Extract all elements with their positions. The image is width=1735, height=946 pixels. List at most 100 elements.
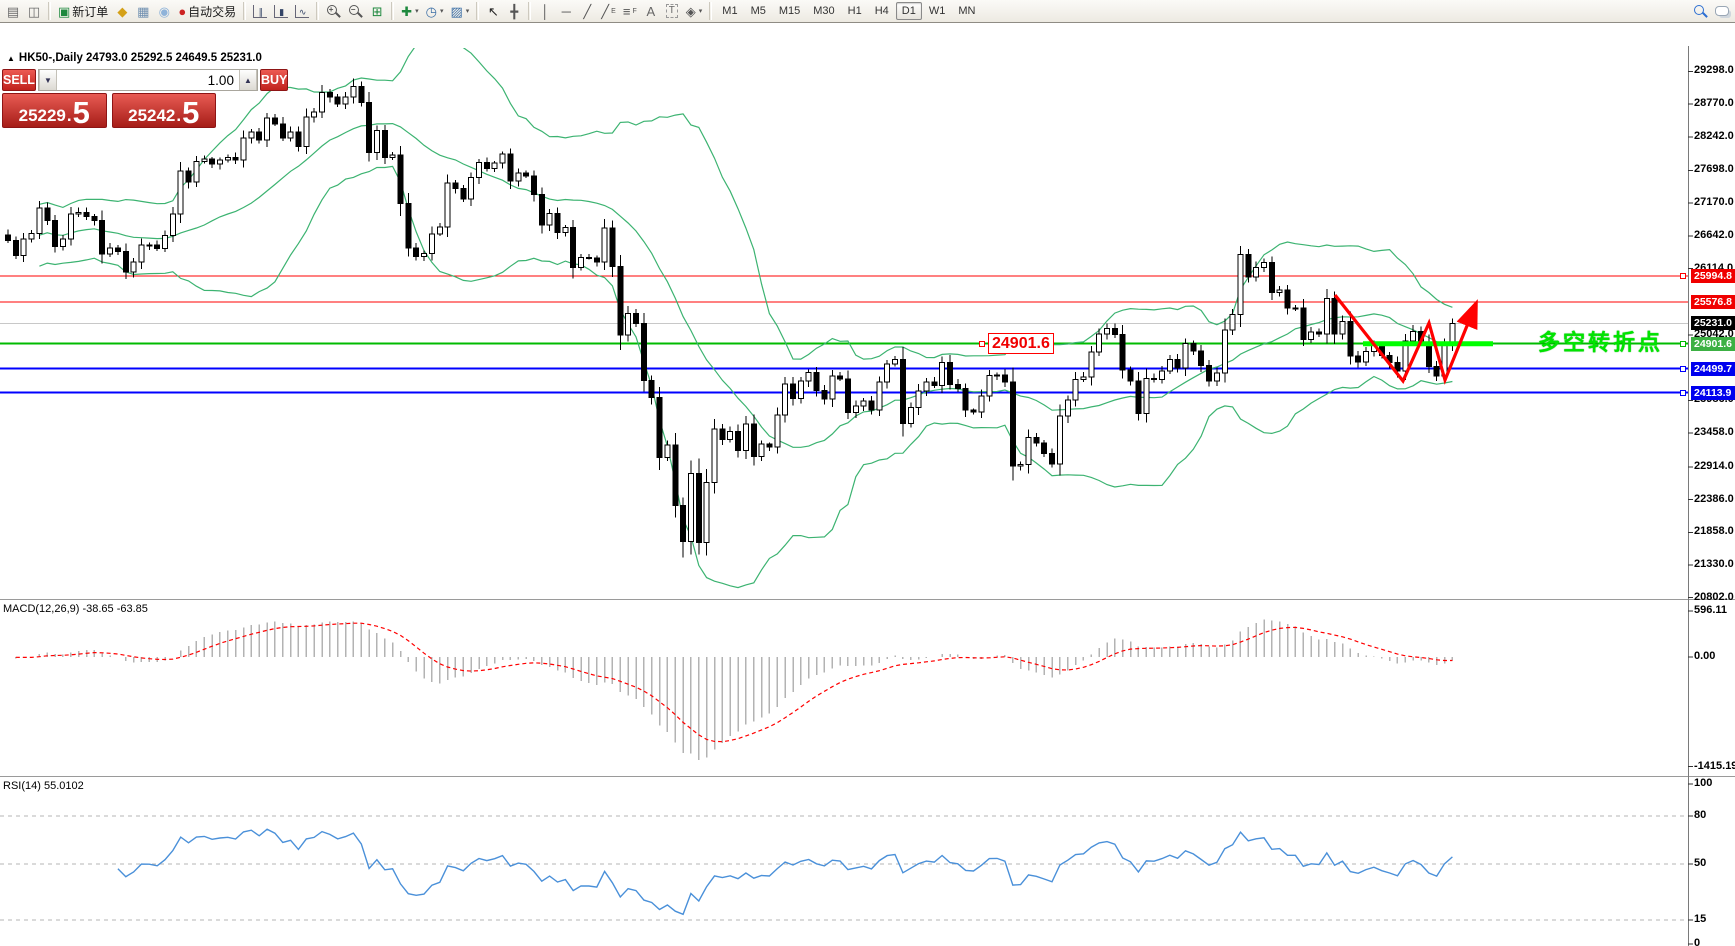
timeframe-button-m30[interactable]: M30 <box>813 5 835 17</box>
price-axis-tick: 23986.0 <box>1694 393 1734 406</box>
volume-input[interactable] <box>56 70 239 90</box>
collapse-triangle-icon[interactable]: ▲ <box>7 54 15 63</box>
market-watch-icon: ▤ <box>6 3 20 19</box>
timeframe-button-m5[interactable]: M5 <box>750 5 766 17</box>
signals-icon[interactable]: ◉ <box>154 1 174 21</box>
equidistant-channel-icon: ╱ <box>601 3 610 19</box>
bar-chart-icon[interactable]: ∥ <box>250 1 270 21</box>
toolbar-separator <box>476 2 480 20</box>
line-selection-square[interactable] <box>1680 365 1686 372</box>
chevron-down-icon: ▾ <box>439 8 444 15</box>
price-axis-tick: 28770.0 <box>1694 97 1734 110</box>
buy-button[interactable]: BUY <box>259 69 289 91</box>
volume-decrease-button[interactable]: ▼ <box>38 70 57 90</box>
timeframe-button-mn[interactable]: MN <box>958 5 976 17</box>
macd-pane-divider[interactable] <box>0 599 1735 600</box>
price-axis-tick: 21858.0 <box>1694 525 1734 538</box>
templates-icon: ▨ <box>450 3 463 19</box>
candlestick-chart-icon[interactable]: ▮ <box>271 1 291 21</box>
macd-axis-tick: 0.00 <box>1694 650 1716 662</box>
data-window-icon[interactable]: ◫ <box>24 1 44 21</box>
chevron-down-icon: ▾ <box>698 8 703 15</box>
vertical-line-icon[interactable]: │ <box>535 1 555 21</box>
annotation-text-cn[interactable]: 多空转折点 <box>1538 330 1664 355</box>
horizontal-line-icon[interactable]: ─ <box>556 1 576 21</box>
price-axis-tick: 28242.0 <box>1694 129 1734 142</box>
rsi-pane-divider[interactable] <box>0 776 1735 777</box>
trend-arrow[interactable] <box>1333 294 1478 385</box>
volume-increase-button[interactable]: ▲ <box>238 70 257 90</box>
terminal-icon[interactable]: ▦ <box>133 1 153 21</box>
text-label-icon: T <box>665 4 678 18</box>
chart-title-text: HK50-,Daily 24793.0 25292.5 24649.5 2523… <box>18 52 262 64</box>
timeframe-button-d1[interactable]: D1 <box>895 2 922 20</box>
timeframe-button-m1[interactable]: M1 <box>722 5 738 17</box>
search-icon[interactable] <box>1690 1 1711 21</box>
text-icon: A <box>646 3 656 19</box>
macd-layer <box>15 619 1454 760</box>
rsi-header: RSI(14) 55.0102 <box>3 780 84 792</box>
vertical-line-icon: │ <box>541 3 550 19</box>
text-label-icon[interactable]: T <box>662 1 682 21</box>
buy-price-block[interactable]: 25242. 5 <box>111 93 216 128</box>
chart-window[interactable]: 29298.0 28770.0 28242.0 27698.0 27170.0 26642… <box>0 23 1735 946</box>
fibonacci-icon[interactable]: ≡ F <box>622 3 637 19</box>
price-axis-tick: 23458.0 <box>1694 426 1734 439</box>
toolbar-separator <box>243 2 247 20</box>
line-selection-square[interactable] <box>1680 389 1686 396</box>
rsi-axis-tick: 100 <box>1694 777 1713 789</box>
line-chart-icon[interactable]: ∿ <box>292 1 312 21</box>
chat-icon[interactable] <box>1712 1 1732 21</box>
new-order-button[interactable]: ▣ 新订单 <box>55 1 111 21</box>
rsi-layer <box>0 815 1688 921</box>
text-icon[interactable]: A <box>641 1 661 21</box>
metaeditor-icon: ◆ <box>117 3 128 19</box>
periods-icon[interactable]: ◷ ▾ <box>423 1 447 21</box>
line-selection-square[interactable] <box>1680 340 1686 347</box>
periods-icon: ◷ <box>425 3 437 19</box>
volume-box: ▼ ▲ <box>37 69 258 91</box>
toolbar-separator <box>709 2 713 20</box>
price-axis-tick: 21330.0 <box>1694 558 1734 571</box>
equidistant-channel-icon[interactable]: ╱ E <box>601 3 616 19</box>
timeframe-button-m15[interactable]: M15 <box>778 5 801 17</box>
cursor-icon[interactable]: ↖ <box>483 1 503 21</box>
horizontal-level-label[interactable]: 24901.6 <box>988 333 1054 354</box>
new-order-button-label: 新订单 <box>72 4 109 19</box>
market-watch-icon[interactable]: ▤ <box>3 1 23 21</box>
main-pane-layer <box>0 48 1688 589</box>
chart-labels-layer: 29298.0 28770.0 28242.0 27698.0 27170.0 26642… <box>0 23 1735 946</box>
level-anchor-square[interactable] <box>979 341 985 347</box>
chat-icon <box>1715 6 1729 16</box>
price-line-badge: 25994.8 <box>1691 269 1735 283</box>
price-axis-tick: 27170.0 <box>1694 196 1734 209</box>
trendline-icon[interactable]: ╱ <box>577 1 597 21</box>
tile-windows-icon[interactable]: ⊞ <box>367 1 387 21</box>
timeframe-button-h4[interactable]: H4 <box>874 5 889 17</box>
price-axis-tick: 29298.0 <box>1694 64 1734 77</box>
price-line-badge: 24113.9 <box>1691 385 1735 400</box>
timeframe-button-w1[interactable]: W1 <box>928 5 946 17</box>
price-line-badge: 24499.7 <box>1691 361 1735 376</box>
fibonacci-icon: ≡ <box>622 3 631 19</box>
metaeditor-icon[interactable]: ◆ <box>112 1 132 21</box>
candlestick-chart-icon: ▮ <box>274 4 289 18</box>
zoom-out-icon[interactable]: − <box>345 1 366 21</box>
autotrading-button[interactable]: ● 自动交易 <box>175 1 239 21</box>
arrows-icon: ◈ <box>685 3 696 19</box>
crosshair-icon[interactable]: ╋ <box>504 1 524 21</box>
indicators-icon[interactable]: ✚ ▾ <box>398 1 421 21</box>
chart-title: ▲ HK50-,Daily 24793.0 25292.5 24649.5 252… <box>7 52 262 64</box>
sell-button[interactable]: SELL <box>2 69 36 91</box>
search-icon <box>1693 4 1708 19</box>
price-axis-tick: 22386.0 <box>1694 492 1734 505</box>
templates-icon[interactable]: ▨ ▾ <box>447 1 472 21</box>
zoom-in-icon[interactable]: + <box>323 1 344 21</box>
arrows-icon[interactable]: ◈ ▾ <box>683 1 706 21</box>
data-window-icon: ◫ <box>27 3 41 19</box>
signals-icon: ◉ <box>158 3 170 19</box>
sell-price-block[interactable]: 25229. 5 <box>2 93 107 128</box>
line-selection-square[interactable] <box>1680 273 1686 279</box>
timeframe-button-h1[interactable]: H1 <box>847 5 862 17</box>
